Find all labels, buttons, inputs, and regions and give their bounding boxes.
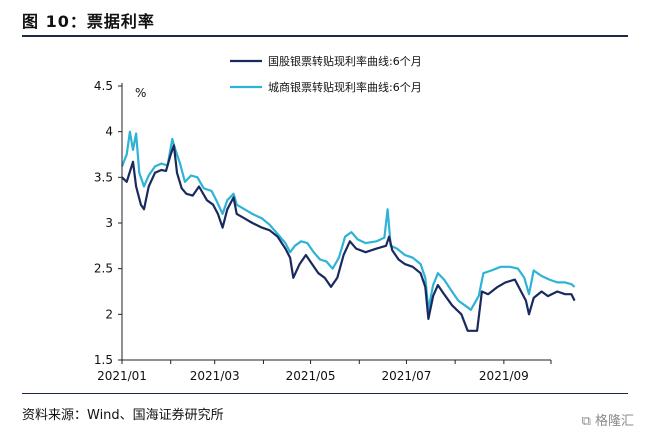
x-tick-label: 2021/05 (286, 369, 336, 383)
y-tick-label: 2.5 (94, 262, 113, 276)
series-layer (120, 130, 576, 332)
legend-label-series-1: 国股银票转贴现利率曲线:6个月 (268, 54, 422, 68)
y-tick-label: 4.5 (94, 79, 113, 93)
y-tick-label: 1.5 (94, 353, 113, 367)
x-tick-label: 2021/01 (97, 369, 147, 383)
y-axis-unit: % (135, 86, 146, 100)
x-tick-label: 2021/03 (190, 369, 240, 383)
legend-label-series-2: 城商银票转贴现利率曲线:6个月 (268, 80, 422, 94)
y-tick-layer: 1.5 2 2.5 3 3.5 4 4.5 (94, 79, 122, 367)
y-tick-label: 2 (105, 307, 113, 321)
figure-title: 图 10：票据利率 (22, 12, 155, 31)
axis-layer: 2021/01 2021/03 2021/05 2021/07 2021/09 (97, 83, 552, 383)
x-tick-label: 2021/09 (479, 369, 529, 383)
source-note: 资料来源：Wind、国海证券研究所 (22, 408, 224, 423)
bottom-rule (22, 393, 628, 394)
x-tick-label: 2021/07 (381, 369, 431, 383)
top-rule (22, 35, 628, 37)
legend: 国股银票转贴现利率曲线:6个月 城商银票转贴现利率曲线:6个月 (230, 54, 422, 94)
y-tick-label: 3 (105, 216, 113, 230)
y-tick-label: 3.5 (94, 170, 113, 184)
series-line-2 (120, 130, 576, 311)
y-tick-label: 4 (105, 125, 113, 139)
watermark-logo: ⧉ 格隆汇 (581, 414, 634, 429)
series-line-1 (121, 144, 576, 332)
